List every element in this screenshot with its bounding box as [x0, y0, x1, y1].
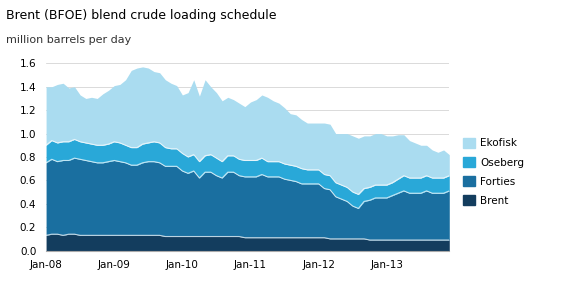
Text: Brent (BFOE) blend crude loading schedule: Brent (BFOE) blend crude loading schedul… — [6, 9, 276, 22]
Text: million barrels per day: million barrels per day — [6, 35, 131, 45]
Legend: Ekofisk, Oseberg, Forties, Brent: Ekofisk, Oseberg, Forties, Brent — [458, 134, 529, 210]
